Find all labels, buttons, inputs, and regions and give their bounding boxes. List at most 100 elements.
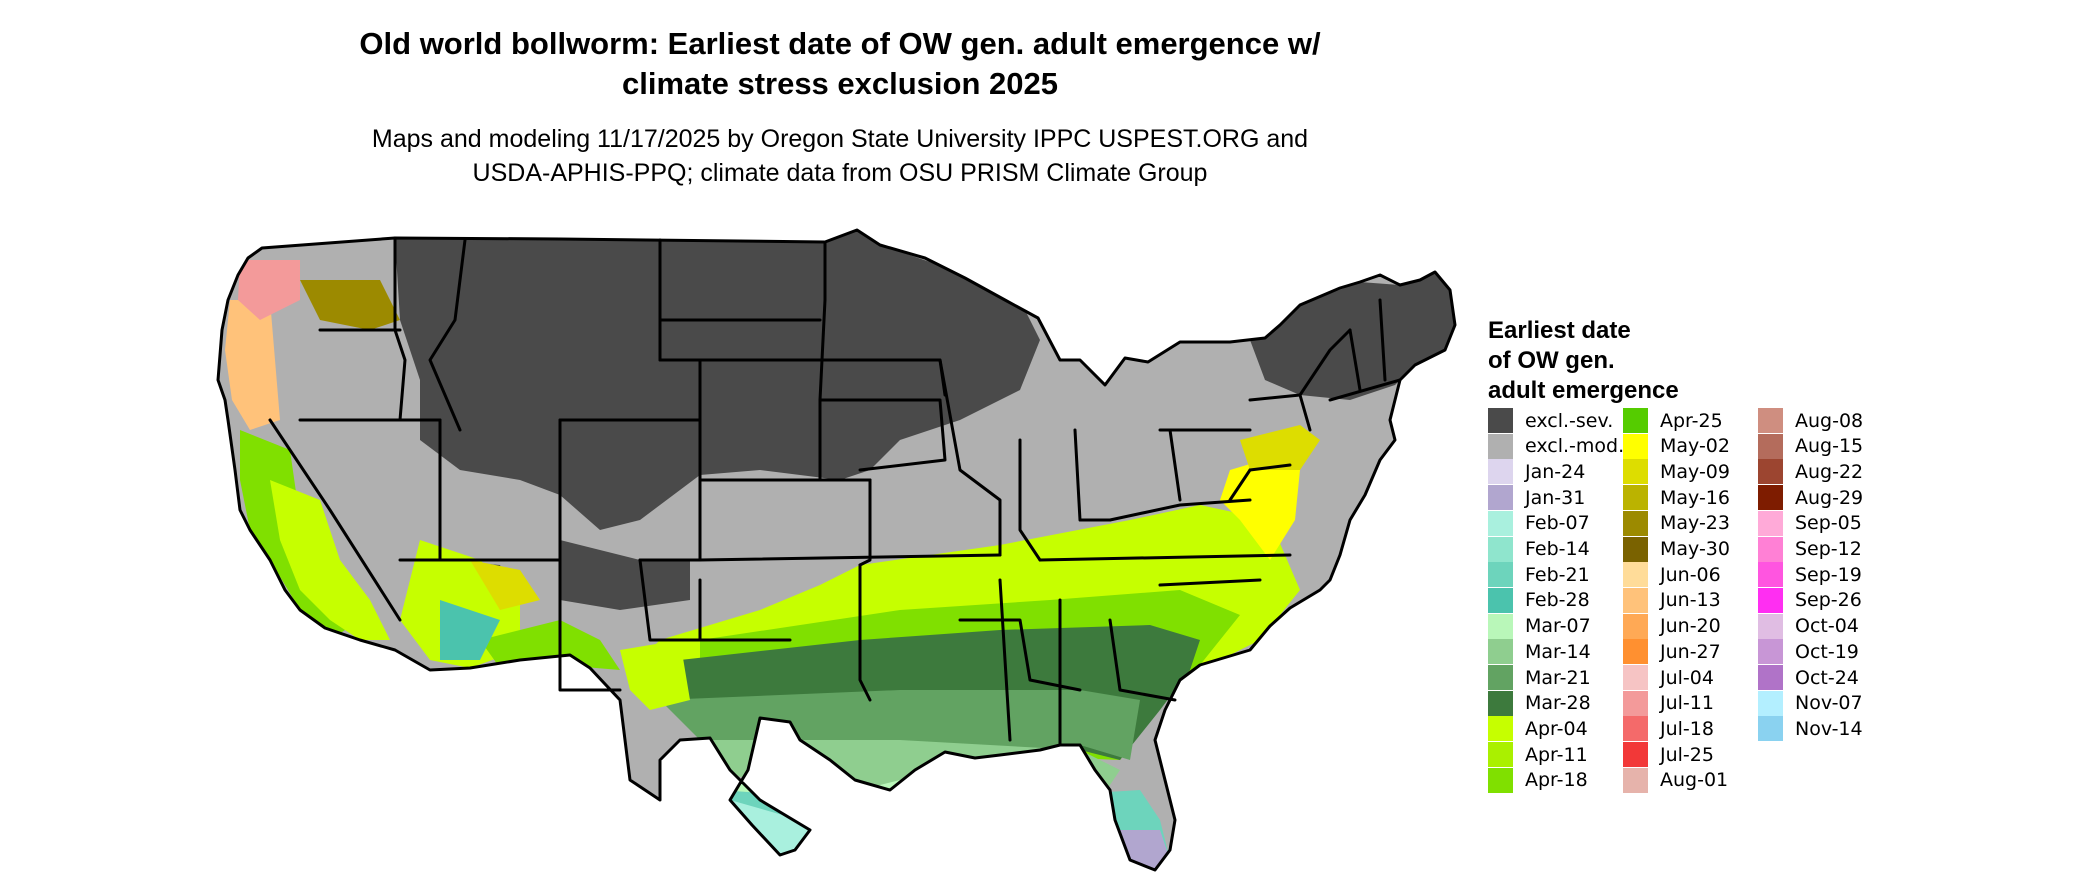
legend-swatch [1758,716,1783,742]
map-subtitle: Maps and modeling 11/17/2025 by Oregon S… [240,122,1440,190]
legend-title-line-3: adult emergence [1488,377,1679,404]
us-map [210,220,1480,890]
legend-item: Jun-06 [1623,562,1721,588]
legend-title-line-1: Earliest date [1488,317,1631,344]
legend-item: Aug-22 [1758,459,1864,485]
legend-swatch [1623,536,1648,562]
legend-swatch [1488,587,1513,613]
legend-label: Jan-31 [1525,486,1586,509]
legend-label: Jul-25 [1660,743,1714,766]
legend-item: Jan-24 [1488,459,1586,485]
legend-item: Jul-11 [1623,690,1714,716]
legend-swatch [1488,408,1513,433]
legend-item: Jul-04 [1623,665,1714,690]
legend-swatch [1623,433,1648,459]
legend-swatch [1488,639,1513,665]
legend-item: Sep-05 [1758,510,1862,536]
legend-label: Feb-21 [1525,563,1590,586]
legend-label: Mar-28 [1525,692,1591,715]
legend-label: May-02 [1660,435,1730,458]
legend-item: Mar-07 [1488,613,1591,639]
legend-item: Jan-31 [1488,485,1586,511]
legend-label: excl.-mod. [1525,435,1625,458]
legend-swatch [1758,433,1783,459]
legend-label: Aug-01 [1660,769,1729,792]
legend-swatch [1488,459,1513,485]
legend-swatch [1488,536,1513,562]
legend-item: Apr-11 [1488,742,1588,768]
legend-item: excl.-sev. [1488,408,1613,433]
legend-label: Mar-21 [1525,666,1591,689]
legend-item: Aug-01 [1623,767,1729,793]
legend-label: Aug-22 [1795,460,1864,483]
legend-item: Apr-04 [1488,716,1588,742]
legend-item: Jun-20 [1623,613,1721,639]
legend-swatch [1623,408,1648,433]
map-subtitle-line-1: Maps and modeling 11/17/2025 by Oregon S… [371,125,1309,153]
legend-label: Nov-14 [1795,717,1863,740]
legend-swatch [1758,510,1783,536]
legend-label: Nov-07 [1795,692,1863,715]
legend-item: Aug-08 [1758,408,1863,433]
legend-swatch [1623,639,1648,665]
legend-swatch [1758,536,1783,562]
legend-swatch [1623,716,1648,742]
legend-label: Jun-27 [1660,640,1721,663]
legend-item: Apr-18 [1488,767,1588,793]
legend-swatch [1623,510,1648,536]
legend-label: excl.-sev. [1525,409,1614,432]
legend-label: May-23 [1660,512,1730,535]
legend: excl.-sev. excl.-mod. Jan-24 Jan-31 Feb-07 Fe… [1488,408,1908,808]
legend-label: Jun-13 [1660,589,1721,612]
legend-item: Aug-29 [1758,485,1864,511]
legend-label: May-30 [1660,538,1730,560]
legend-swatch [1488,742,1513,768]
state-boundaries [216,228,1457,872]
legend-swatch [1758,613,1783,639]
legend-label: Feb-14 [1525,538,1590,560]
legend-swatch [1623,587,1648,613]
legend-swatch [1488,510,1513,536]
legend-swatch [1623,665,1648,690]
legend-label: Oct-04 [1795,615,1859,638]
legend-item: Aug-15 [1758,433,1864,459]
legend-item: Feb-14 [1488,536,1590,562]
map-title: Old world bollworm: Earliest date of OW … [240,24,1440,104]
legend-swatch [1623,459,1648,485]
legend-label: Oct-24 [1795,666,1859,689]
legend-swatch [1758,587,1783,613]
legend-swatch [1758,562,1783,588]
legend-item: Mar-21 [1488,665,1591,690]
legend-swatch [1758,690,1783,716]
legend-label: Apr-25 [1660,409,1723,432]
legend-swatch [1488,562,1513,588]
legend-item: Jul-18 [1623,716,1714,742]
legend-swatch [1623,767,1648,793]
legend-swatch [1488,665,1513,690]
legend-item: Apr-25 [1623,408,1723,433]
legend-label: Jul-04 [1660,666,1714,689]
legend-label: May-09 [1660,460,1730,483]
legend-swatch [1758,485,1783,511]
legend-swatch [1488,613,1513,639]
legend-item: Sep-19 [1758,562,1862,588]
legend-item: Feb-28 [1488,587,1590,613]
legend-label: Sep-12 [1795,538,1862,560]
legend-item: Mar-28 [1488,690,1591,716]
legend-swatch [1758,408,1783,433]
legend-label: Sep-26 [1795,589,1862,612]
legend-label: Jan-24 [1525,460,1586,483]
legend-label: Apr-11 [1525,743,1588,766]
legend-item: Sep-12 [1758,536,1862,562]
legend-swatch [1488,433,1513,459]
legend-item: Nov-14 [1758,716,1863,742]
map-subtitle-line-2: USDA-APHIS-PPQ; climate data from OSU PR… [472,159,1208,187]
legend-title: Earliest date of OW gen. adult emergence [1488,316,1788,406]
legend-label: Aug-29 [1795,486,1864,509]
legend-swatch [1758,459,1783,485]
legend-item: Oct-19 [1758,639,1859,665]
legend-label: Oct-19 [1795,640,1859,663]
legend-label: Jul-18 [1660,717,1714,740]
legend-label: Aug-15 [1795,435,1864,458]
legend-label: Sep-19 [1795,563,1862,586]
